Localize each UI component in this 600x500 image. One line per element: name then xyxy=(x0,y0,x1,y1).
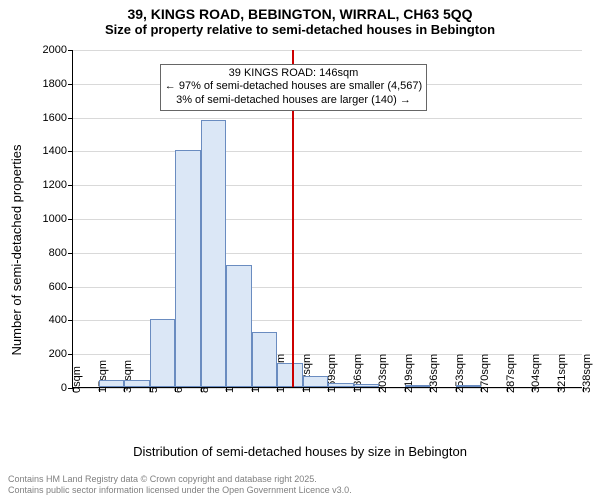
x-tick-label: 321sqm xyxy=(556,354,568,393)
histogram-bar xyxy=(354,384,380,387)
grid-line xyxy=(73,253,582,254)
histogram-bar xyxy=(456,385,482,387)
x-tick-label: 219sqm xyxy=(403,354,415,393)
histogram-bar xyxy=(226,265,252,387)
y-tick-label: 600 xyxy=(49,281,73,293)
y-tick-label: 800 xyxy=(49,247,73,259)
grid-line xyxy=(73,151,582,152)
grid-line xyxy=(73,185,582,186)
grid-line xyxy=(73,287,582,288)
histogram-bar xyxy=(175,150,201,387)
x-tick-label: 169sqm xyxy=(326,354,338,393)
y-tick-label: 400 xyxy=(49,314,73,326)
y-tick-label: 1000 xyxy=(43,213,73,225)
footer-line1: Contains HM Land Registry data © Crown c… xyxy=(8,474,352,485)
y-tick-label: 1400 xyxy=(43,145,73,157)
grid-line xyxy=(73,118,582,119)
y-tick-label: 1200 xyxy=(43,179,73,191)
x-tick-label: 338sqm xyxy=(581,354,593,393)
y-tick-label: 1800 xyxy=(43,78,73,90)
chart-title-line2: Size of property relative to semi-detach… xyxy=(0,22,600,37)
grid-line xyxy=(73,50,582,51)
histogram-bar xyxy=(277,363,303,387)
chart-footer: Contains HM Land Registry data © Crown c… xyxy=(8,474,352,496)
x-tick-label: 253sqm xyxy=(454,354,466,393)
x-tick-label: 304sqm xyxy=(530,354,542,393)
annotation-line: 39 KINGS ROAD: 146sqm xyxy=(165,67,422,81)
plot-area: 02004006008001000120014001600180020000sq… xyxy=(72,50,582,388)
chart-title-line1: 39, KINGS ROAD, BEBINGTON, WIRRAL, CH63 … xyxy=(0,6,600,22)
histogram-bar xyxy=(252,332,278,387)
title-block: 39, KINGS ROAD, BEBINGTON, WIRRAL, CH63 … xyxy=(0,6,600,37)
histogram-bar xyxy=(328,383,354,387)
x-axis-label: Distribution of semi-detached houses by … xyxy=(0,444,600,459)
histogram-bar xyxy=(99,380,125,387)
annotation-line: ← 97% of semi-detached houses are smalle… xyxy=(165,80,422,94)
x-tick-label: 186sqm xyxy=(352,354,364,393)
y-tick-label: 2000 xyxy=(43,44,73,56)
histogram-bar xyxy=(201,120,227,387)
x-tick-label: 287sqm xyxy=(505,354,517,393)
footer-line2: Contains public sector information licen… xyxy=(8,485,352,496)
y-tick-label: 1600 xyxy=(43,112,73,124)
grid-line xyxy=(73,219,582,220)
x-tick-label: 0sqm xyxy=(71,366,83,393)
histogram-bar xyxy=(405,385,431,387)
x-tick-label: 203sqm xyxy=(377,354,389,393)
x-tick-label: 34sqm xyxy=(122,360,134,393)
y-axis-label: Number of semi-detached properties xyxy=(9,145,24,356)
annotation-box: 39 KINGS ROAD: 146sqm← 97% of semi-detac… xyxy=(160,64,427,111)
annotation-line: 3% of semi-detached houses are larger (1… xyxy=(165,94,422,108)
histogram-bar xyxy=(303,376,329,387)
chart-container: 39, KINGS ROAD, BEBINGTON, WIRRAL, CH63 … xyxy=(0,0,600,500)
histogram-bar xyxy=(150,319,176,387)
y-tick-label: 200 xyxy=(49,348,73,360)
x-tick-label: 17sqm xyxy=(97,360,109,393)
histogram-bar xyxy=(124,380,150,387)
x-tick-label: 270sqm xyxy=(479,354,491,393)
x-tick-label: 236sqm xyxy=(428,354,440,393)
